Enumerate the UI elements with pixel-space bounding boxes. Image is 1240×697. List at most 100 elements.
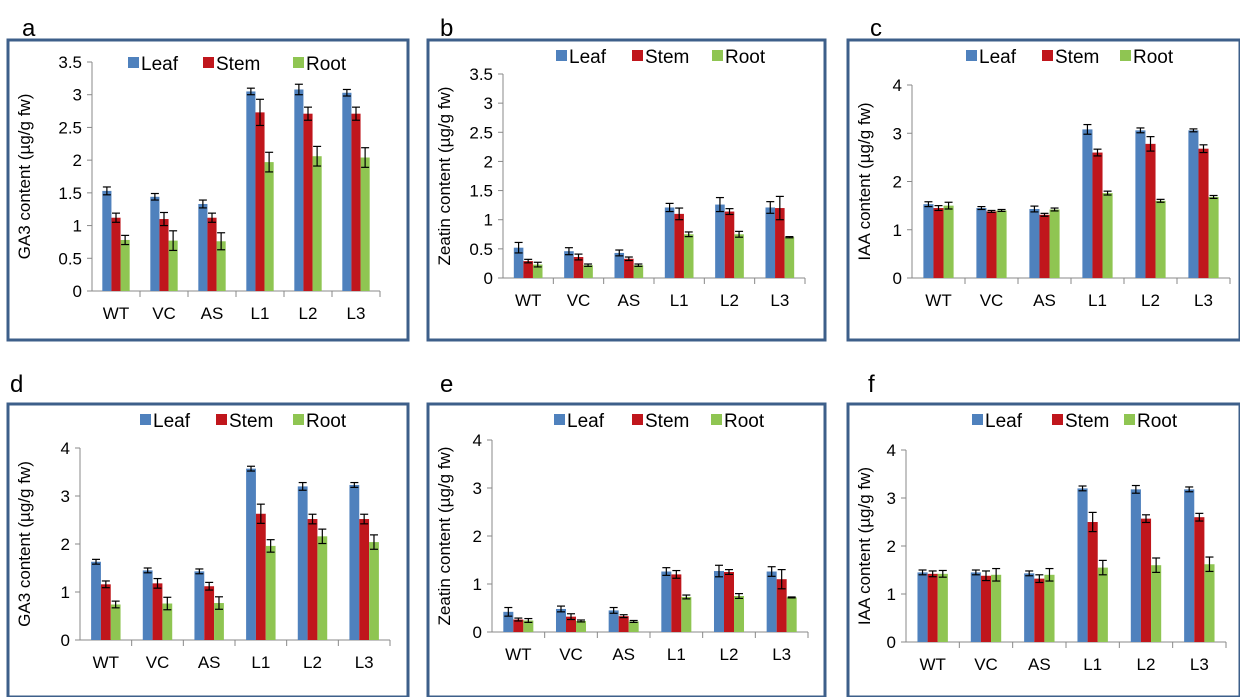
y-tick-label: 4 [61, 439, 70, 458]
bar-stem-as [1039, 214, 1050, 278]
bar-root-as [214, 603, 224, 640]
y-tick-label: 4 [887, 441, 896, 460]
x-tick-label: VC [567, 291, 591, 310]
bar-leaf-l2 [715, 204, 725, 278]
x-tick-label: L1 [670, 291, 689, 310]
x-tick-label: WT [919, 655, 945, 674]
bar-root-wt [532, 264, 543, 278]
x-tick-label: AS [201, 304, 224, 323]
y-tick-label: 3 [484, 94, 493, 113]
y-tick-label: 4 [473, 431, 482, 450]
bar-root-vc [991, 574, 1002, 642]
bar-leaf-as [1029, 209, 1040, 278]
bar-stem-l1 [1087, 522, 1098, 642]
bar-leaf-as [194, 571, 205, 640]
y-tick-label: 3 [473, 479, 482, 498]
bar-root-l1 [683, 234, 694, 278]
bar-root-l3 [369, 542, 379, 640]
chart-panel-e: e 0 1 2 3 4 Zeatin content (µg/g fw) WT VC AS L1 L2… [426, 371, 827, 697]
bar-leaf-l2 [713, 571, 724, 632]
bar-stem-l1 [674, 213, 684, 278]
legend-label-stem: Stem [229, 411, 273, 432]
bar-leaf-l1 [1082, 129, 1093, 278]
y-axis-label: Zeatin content (µg/g fw) [435, 87, 454, 266]
x-tick-label: L3 [355, 653, 374, 672]
legend-label-stem: Stem [645, 47, 689, 68]
bar-leaf-l1 [664, 207, 675, 278]
legend-label-root: Root [306, 411, 347, 432]
x-tick-label: AS [198, 653, 221, 672]
bar-stem-l1 [255, 513, 266, 640]
y-tick-label: 3.5 [58, 53, 82, 72]
bar-stem-vc [573, 257, 584, 278]
bar-leaf-wt [102, 190, 112, 291]
bar-leaf-wt [503, 611, 514, 632]
bar-stem-as [207, 217, 217, 291]
y-axis-label: IAA content (µg/g fw) [855, 102, 874, 260]
bar-stem-vc [986, 211, 997, 278]
chart-panel-b: b 0 0.5 1 1.5 2 2.5 3 3.5 Zeatin content (µg/g fw… [426, 15, 827, 342]
y-tick-label: 0 [893, 269, 902, 288]
bar-stem-vc [980, 575, 992, 642]
x-tick-label: L2 [303, 653, 322, 672]
x-tick-label: WT [515, 291, 541, 310]
x-tick-label: WT [505, 645, 531, 664]
legend-swatch-stem [1052, 414, 1063, 425]
y-tick-label: 1 [887, 585, 896, 604]
bar-root-vc [168, 240, 178, 291]
bar-root-l3 [1204, 564, 1215, 642]
bar-leaf-l2 [294, 89, 304, 291]
bar-root-l1 [1097, 567, 1108, 642]
bar-root-l3 [786, 597, 797, 632]
bar-root-wt [523, 620, 534, 632]
y-tick-label: 0.5 [58, 249, 82, 268]
x-tick-label: L1 [251, 304, 270, 323]
bar-leaf-vc [142, 570, 153, 640]
bar-root-l3 [360, 157, 370, 291]
legend-swatch-leaf [972, 414, 983, 425]
legend-label-leaf: Leaf [153, 411, 191, 432]
legend-swatch-stem [216, 414, 227, 425]
legend-swatch-leaf [140, 414, 151, 425]
panel-frame [426, 402, 827, 697]
legend-label-stem: Stem [645, 411, 689, 432]
legend-label-root: Root [1133, 47, 1174, 68]
bar-root-vc [583, 265, 593, 278]
bar-leaf-l2 [1130, 489, 1141, 642]
bar-leaf-as [608, 610, 619, 632]
legend-swatch-leaf [966, 50, 977, 61]
bar-root-l1 [681, 596, 692, 632]
bar-root-as [1044, 574, 1055, 642]
bar-leaf-l1 [246, 91, 256, 291]
bar-stem-wt [513, 619, 524, 632]
legend-label-stem: Stem [216, 54, 260, 75]
y-tick-label: 0 [61, 631, 70, 650]
bar-stem-as [204, 586, 215, 640]
legend-label-leaf: Leaf [569, 47, 607, 68]
bar-root-l2 [734, 234, 744, 278]
bar-stem-l2 [1140, 518, 1152, 642]
bar-stem-vc [565, 616, 577, 632]
bar-root-vc [576, 620, 587, 632]
y-axis-label: IAA content (µg/g fw) [855, 467, 874, 625]
y-tick-label: 1 [73, 217, 82, 236]
y-tick-label: 0 [473, 623, 482, 642]
y-tick-label: 1 [473, 575, 482, 594]
bar-leaf-l3 [342, 92, 352, 291]
bar-leaf-l1 [661, 571, 672, 632]
panel-letter: f [868, 371, 875, 398]
y-tick-label: 0.5 [469, 240, 493, 259]
x-tick-label: WT [925, 291, 951, 310]
bar-leaf-l3 [349, 484, 360, 640]
y-tick-label: 2 [473, 527, 482, 546]
legend-label-leaf: Leaf [141, 54, 179, 75]
x-tick-label: L1 [1083, 655, 1102, 674]
bar-stem-l1 [1092, 152, 1103, 278]
bar-leaf-l3 [1184, 489, 1195, 642]
panel-letter: e [440, 371, 453, 398]
bar-stem-l3 [359, 519, 370, 640]
x-tick-label: AS [617, 291, 640, 310]
panel-letter: d [10, 371, 23, 398]
y-axis-label: GA3 content (µg/g fw) [15, 94, 34, 260]
